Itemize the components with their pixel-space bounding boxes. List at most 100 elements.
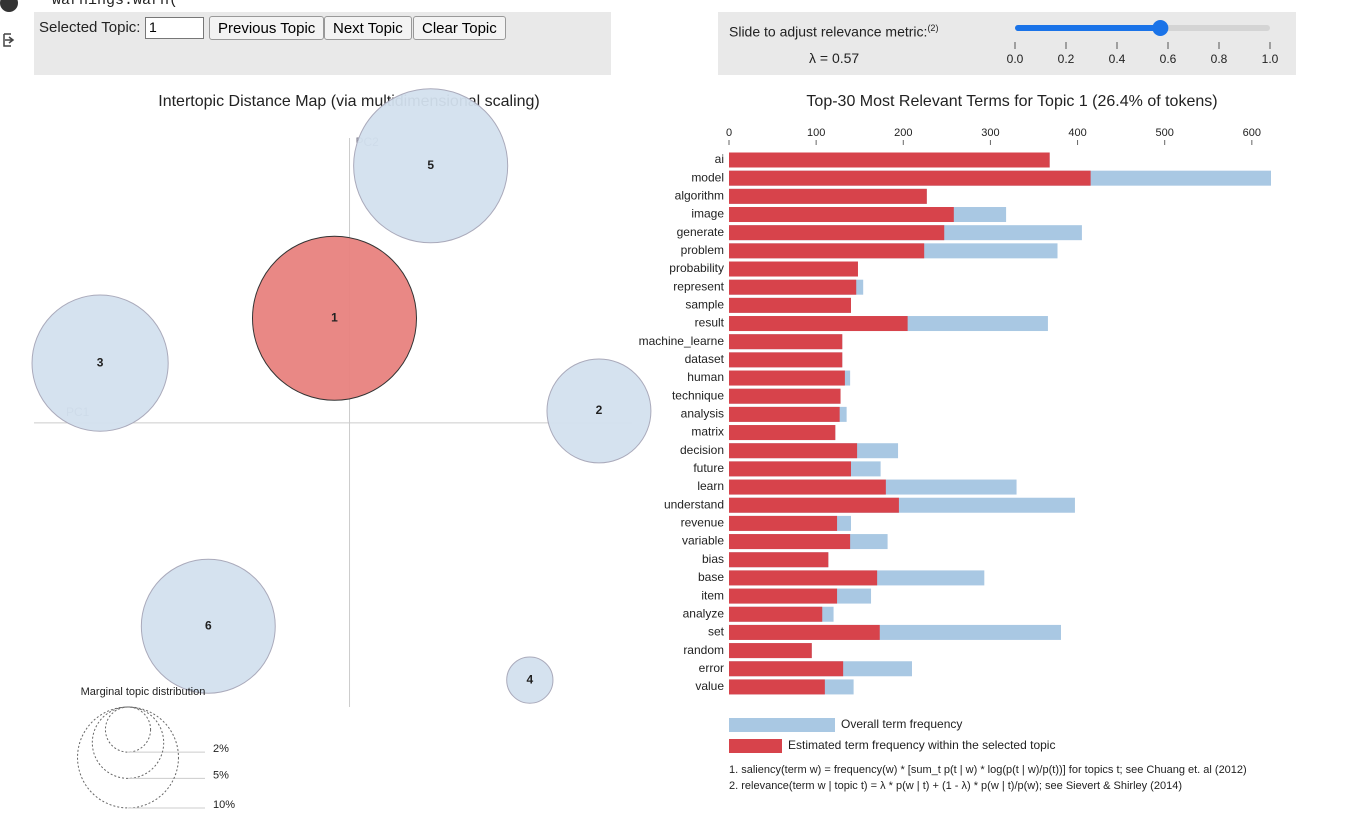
- topic-label: 5: [427, 158, 434, 172]
- term-label: human: [687, 370, 724, 384]
- previous-button[interactable]: Previous Topic: [209, 16, 325, 40]
- size-legend-circle: [91, 706, 165, 779]
- bar: [729, 388, 841, 404]
- topic-bubble: [251, 235, 418, 401]
- term-label: technique: [672, 388, 724, 402]
- term-label: variable: [682, 534, 724, 548]
- slider-label: Slide to adjust relevance metric:(2): [729, 23, 938, 40]
- x-tick-label: 300: [981, 127, 999, 139]
- size-legend-circle: [77, 706, 179, 809]
- term-label: analysis: [681, 407, 724, 421]
- x-tick-label: 500: [1156, 127, 1174, 139]
- bar: [729, 679, 825, 695]
- slider-tick-label: 0.6: [1160, 52, 1177, 66]
- bar: [729, 225, 945, 241]
- x-tick-label: 600: [1243, 127, 1261, 139]
- topic-label: 4: [526, 672, 533, 686]
- slider-tick-label: 0.2: [1058, 52, 1075, 66]
- term-label: value: [695, 679, 724, 693]
- relevance-panel: [718, 12, 1296, 75]
- chart-title: Top-30 Most Relevant Terms for Topic 1 (…: [806, 93, 1217, 110]
- bar: [729, 316, 908, 332]
- topic-label: 1: [331, 310, 338, 324]
- bar: [729, 370, 845, 386]
- bar: [729, 152, 1050, 168]
- term-label: bias: [702, 552, 724, 566]
- term-label: learn: [697, 479, 724, 493]
- next-button[interactable]: Next Topic: [324, 16, 412, 40]
- term-label: random: [683, 643, 724, 657]
- run-icon[interactable]: [0, 0, 18, 12]
- slider-tick-label: 0.8: [1211, 52, 1228, 66]
- bar: [729, 552, 829, 568]
- term-label: problem: [681, 243, 724, 257]
- bar: [729, 643, 812, 659]
- term-label: ai: [715, 152, 724, 166]
- legend-swatch: [729, 718, 835, 732]
- bar: [729, 334, 843, 350]
- clear-button[interactable]: Clear Topic: [413, 16, 506, 40]
- bar: [729, 624, 880, 640]
- term-label: future: [693, 461, 724, 475]
- chart-title: Intertopic Distance Map (via multidimens…: [158, 93, 540, 110]
- bar: [729, 443, 858, 459]
- bar: [729, 243, 925, 259]
- bar: [729, 661, 844, 677]
- bar: [729, 534, 851, 550]
- x-tick-label: 0: [726, 127, 732, 139]
- slider-footnote: (2): [927, 23, 939, 33]
- term-label: model: [691, 170, 724, 184]
- code-output: warnings.warn(: [52, 0, 179, 9]
- term-label: sample: [685, 298, 724, 312]
- cell-icons: [0, 0, 18, 47]
- topic-label: 3: [97, 355, 104, 369]
- term-label: image: [691, 207, 724, 221]
- x-tick-label: 200: [894, 127, 912, 139]
- slider-label-text: Slide to adjust relevance metric:: [729, 23, 928, 40]
- term-label: item: [701, 588, 724, 602]
- slider-handle[interactable]: [1152, 20, 1169, 36]
- topic-bubble: [353, 88, 509, 244]
- bar: [729, 425, 836, 441]
- term-label: result: [695, 316, 725, 330]
- term-label: generate: [677, 225, 725, 239]
- bar: [729, 279, 857, 295]
- bar: [729, 188, 927, 204]
- lambda-label: λ = 0.57: [809, 50, 860, 66]
- size-legend-title: Marginal topic distribution: [81, 686, 206, 698]
- term-label: understand: [664, 497, 724, 511]
- bar: [729, 570, 878, 586]
- x-tick-label: 100: [807, 127, 825, 139]
- term-label: decision: [680, 443, 724, 457]
- bar: [729, 261, 858, 277]
- size-legend-label: 10%: [213, 799, 235, 811]
- bar: [729, 479, 886, 495]
- topic-label: 2: [596, 403, 603, 417]
- bar: [729, 352, 843, 368]
- term-label: set: [708, 625, 725, 639]
- size-legend-label: 2%: [213, 743, 229, 755]
- term-label: algorithm: [675, 189, 724, 203]
- topic-label: 6: [205, 618, 212, 632]
- topic-bubble: [506, 656, 554, 704]
- term-label: analyze: [683, 606, 725, 620]
- bar: [729, 588, 838, 604]
- bar: [729, 207, 954, 223]
- bar: [729, 606, 823, 622]
- legend-label: Overall term frequency: [841, 717, 962, 731]
- bar: [729, 170, 1091, 186]
- topic-bubble: [31, 294, 169, 432]
- footnote: 2. relevance(term w | topic t) = λ * p(w…: [729, 780, 1182, 792]
- slider-fill: [1015, 25, 1161, 31]
- topic-input[interactable]: 1: [145, 17, 204, 39]
- slider-tick-label: 0.4: [1109, 52, 1126, 66]
- bar: [729, 461, 851, 477]
- term-label: revenue: [681, 516, 725, 530]
- bar: [729, 497, 899, 513]
- term-label: machine_learne: [639, 334, 725, 348]
- term-label: represent: [673, 279, 724, 293]
- size-legend-label: 5%: [213, 769, 229, 781]
- topic-bubble: [140, 558, 276, 694]
- legend-label: Estimated term frequency within the sele…: [788, 738, 1055, 752]
